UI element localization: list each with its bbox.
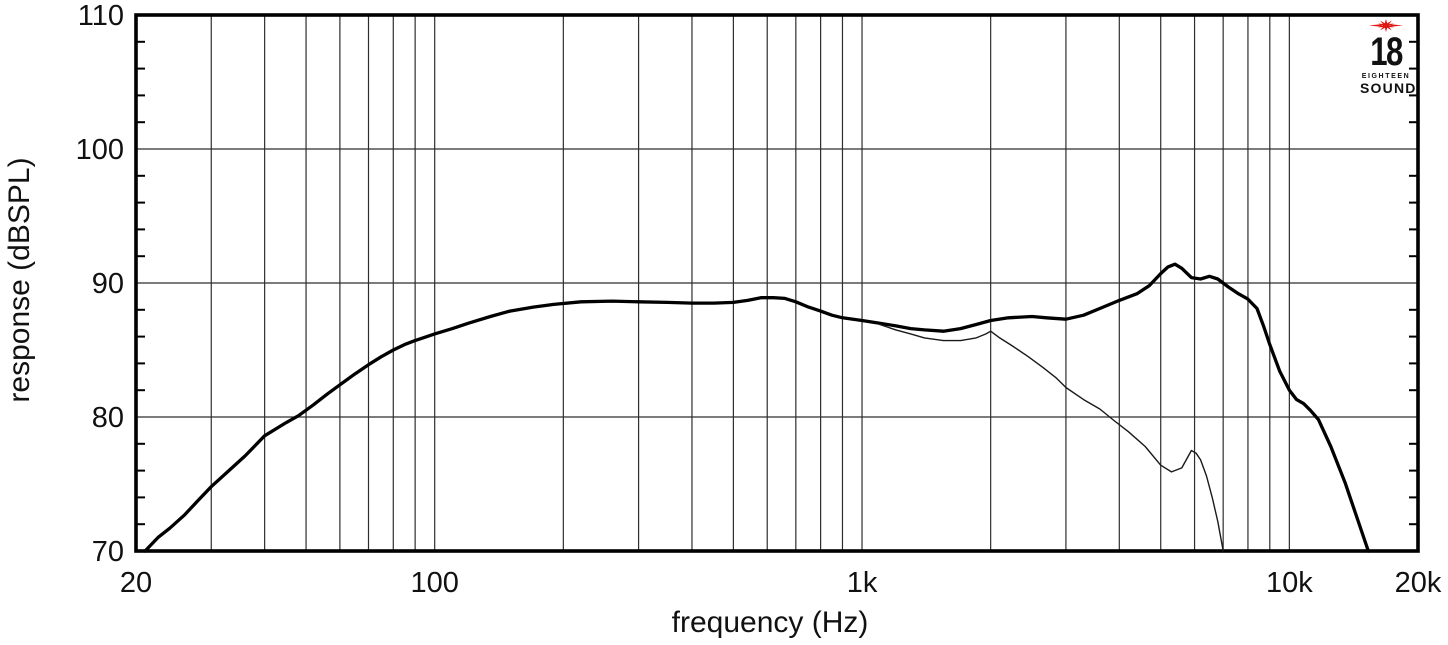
logo-star-icon <box>1369 18 1403 33</box>
logo-word-sound: SOUND <box>1360 79 1417 96</box>
plot-border <box>134 13 1420 553</box>
x-tick-label: 1k <box>847 567 878 599</box>
y-tick-label: 100 <box>76 134 124 166</box>
logo-number: 18 <box>1370 30 1403 74</box>
x-tick-label: 20 <box>120 567 152 599</box>
x-tick-label: 20k <box>1395 567 1442 599</box>
logo-word-eighteen: EIGHTEEN <box>1361 72 1411 80</box>
x-tick-label: 10k <box>1266 567 1313 599</box>
y-axis-title: response (dBSPL) <box>3 157 36 403</box>
curve-on-axis-response <box>143 262 1370 553</box>
y-tick-label: 80 <box>92 402 124 434</box>
eighteen-sound-logo: 18 EIGHTEEN SOUND <box>1360 18 1417 96</box>
y-tick-label: 110 <box>78 0 124 32</box>
y-tick-label: 90 <box>92 268 124 300</box>
curve-secondary-response <box>879 323 1224 552</box>
y-tick-label: 70 <box>92 536 124 568</box>
x-tick-label: 100 <box>410 567 458 599</box>
x-axis-title: frequency (Hz) <box>671 606 869 639</box>
